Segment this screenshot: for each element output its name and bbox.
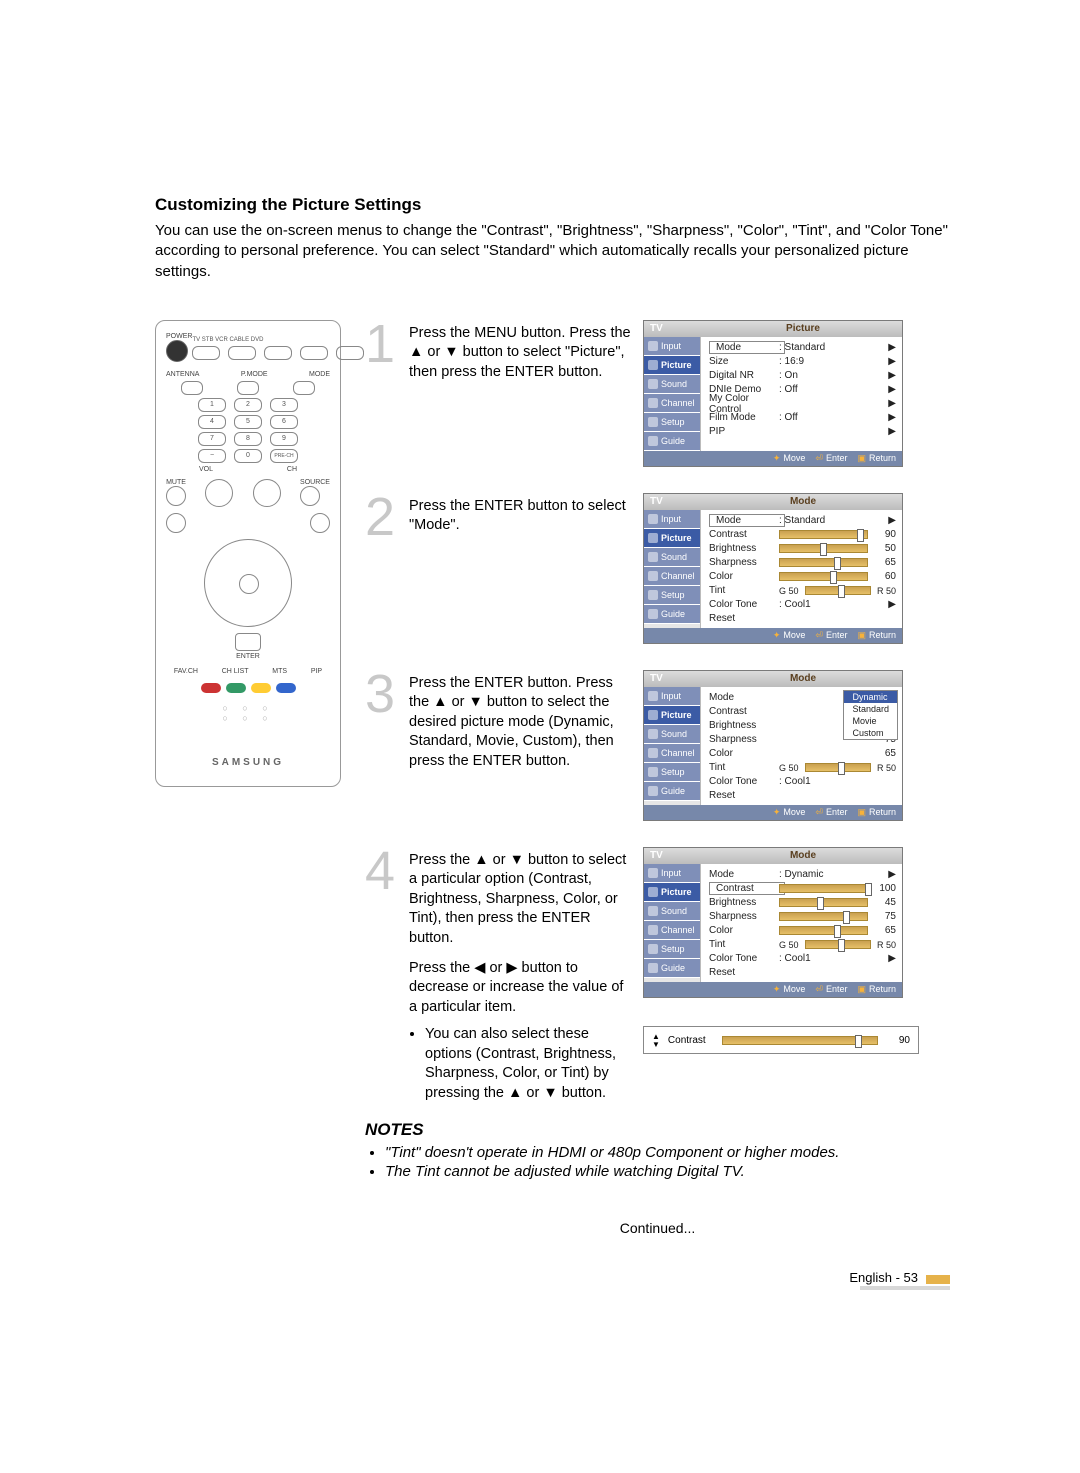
step-text: Press the ENTER button. Press the ▲ or ▼… xyxy=(409,670,633,772)
power-label: POWER xyxy=(166,333,192,340)
pip-label: PIP xyxy=(311,668,322,675)
foot-enter: Enter xyxy=(815,807,847,818)
antenna-button[interactable] xyxy=(181,381,203,395)
dash-button[interactable]: − xyxy=(198,449,226,463)
mts-label: MTS xyxy=(272,668,287,675)
device-labels: TV STB VCR CABLE DVD xyxy=(192,333,364,343)
antenna-label: ANTENNA xyxy=(166,371,199,378)
osd-mode-dropdown: TVMode InputPictureSoundChannelSetupGuid… xyxy=(643,670,903,821)
footer-bar xyxy=(860,1286,950,1290)
num-7[interactable]: 7 xyxy=(198,432,226,446)
foot-return: Return xyxy=(857,984,896,995)
color-buttons[interactable] xyxy=(166,683,330,693)
osd-title: Mode xyxy=(704,850,902,861)
step-bullet: You can also select these options (Contr… xyxy=(425,1025,633,1103)
dpad[interactable] xyxy=(204,539,292,627)
source-button[interactable] xyxy=(300,486,320,506)
prech-button[interactable]: PRE-CH xyxy=(270,449,298,463)
ch-label: CH xyxy=(287,466,297,473)
pmode-label: P.MODE xyxy=(241,371,268,378)
num-1[interactable]: 1 xyxy=(198,398,226,412)
foot-move: Move xyxy=(773,984,806,995)
osd-title: Picture xyxy=(704,323,902,334)
mode-button[interactable] xyxy=(293,381,315,395)
osd-nav: InputPictureSoundChannelSetupGuide xyxy=(644,864,701,982)
step-text: Press the ▲ or ▼ button to select a part… xyxy=(409,847,633,1104)
mode-label: MODE xyxy=(309,371,330,378)
favch-label: FAV.CH xyxy=(174,668,198,675)
device-button[interactable] xyxy=(264,346,292,360)
intro-text: You can use the on-screen menus to chang… xyxy=(155,221,950,282)
step-number: 2 xyxy=(365,493,399,542)
foot-enter: Enter xyxy=(815,984,847,995)
device-button[interactable] xyxy=(228,346,256,360)
osd-mode-menu: TVMode InputPictureSoundChannelSetupGuid… xyxy=(643,493,903,644)
foot-return: Return xyxy=(857,630,896,641)
step-text: Press the ENTER button to select "Mode". xyxy=(409,493,633,536)
remote-brand: SAMSUNG xyxy=(166,757,330,768)
note-item: "Tint" doesn't operate in HDMI or 480p C… xyxy=(385,1144,950,1161)
num-9[interactable]: 9 xyxy=(270,432,298,446)
osd-title: Mode xyxy=(704,673,902,684)
section-title: Customizing the Picture Settings xyxy=(155,195,950,215)
osd-nav: InputPictureSoundChannelSetupGuide xyxy=(644,510,701,628)
foot-return: Return xyxy=(857,453,896,464)
remote-control: POWER TV STB VCR CABLE DVD ANTENNA P.MOD… xyxy=(155,320,341,787)
osd-mode-adjust: TVMode InputPictureSoundChannelSetupGuid… xyxy=(643,847,903,998)
osd-title: Mode xyxy=(704,496,902,507)
notes-heading: NOTES xyxy=(365,1120,950,1140)
osd-picture-menu: TVPicture InputPictureSoundChannelSetupG… xyxy=(643,320,903,467)
device-button[interactable] xyxy=(192,346,220,360)
chlist-label: CH LIST xyxy=(222,668,249,675)
ch-rocker[interactable] xyxy=(253,479,281,507)
step-number: 4 xyxy=(365,847,399,896)
foot-move: Move xyxy=(773,807,806,818)
mute-label: MUTE xyxy=(166,479,186,486)
foot-move: Move xyxy=(773,630,806,641)
vol-label: VOL xyxy=(199,466,213,473)
device-button[interactable] xyxy=(300,346,328,360)
enter-button[interactable] xyxy=(235,633,261,651)
device-button[interactable] xyxy=(336,346,364,360)
contrast-label: Contrast xyxy=(668,1035,714,1046)
num-6[interactable]: 6 xyxy=(270,415,298,429)
up-down-arrows: ▲▼ xyxy=(652,1033,660,1049)
osd-nav: InputPictureSoundChannelSetupGuide xyxy=(644,337,701,451)
contrast-adjust-strip: ▲▼ Contrast 90 xyxy=(643,1026,919,1054)
contrast-slider[interactable] xyxy=(722,1036,878,1045)
osd-tv-label: TV xyxy=(644,850,704,861)
num-2[interactable]: 2 xyxy=(234,398,262,412)
foot-move: Move xyxy=(773,453,806,464)
source-label: SOURCE xyxy=(300,479,330,486)
foot-enter: Enter xyxy=(815,453,847,464)
info-button[interactable] xyxy=(310,513,330,533)
transport-dots: ○ ○ ○○ ○ ○ xyxy=(166,703,330,723)
step-number: 3 xyxy=(365,670,399,719)
step-text: Press the MENU button. Press the ▲ or ▼ … xyxy=(409,320,633,383)
osd-tv-label: TV xyxy=(644,673,704,684)
num-4[interactable]: 4 xyxy=(198,415,226,429)
mute-button[interactable] xyxy=(166,486,186,506)
note-item: The Tint cannot be adjusted while watchi… xyxy=(385,1163,950,1180)
continued-text: Continued... xyxy=(365,1220,950,1236)
osd-tv-label: TV xyxy=(644,323,704,334)
step-number: 1 xyxy=(365,320,399,369)
osd-tv-label: TV xyxy=(644,496,704,507)
osd-nav: InputPictureSoundChannelSetupGuide xyxy=(644,687,701,805)
page-footer: English - 53 xyxy=(849,1270,918,1285)
enter-label: ENTER xyxy=(166,653,330,660)
num-8[interactable]: 8 xyxy=(234,432,262,446)
foot-enter: Enter xyxy=(815,630,847,641)
num-0[interactable]: 0 xyxy=(234,449,262,463)
contrast-value: 90 xyxy=(886,1035,910,1046)
foot-return: Return xyxy=(857,807,896,818)
num-5[interactable]: 5 xyxy=(234,415,262,429)
num-3[interactable]: 3 xyxy=(270,398,298,412)
menu-button[interactable] xyxy=(166,513,186,533)
power-button[interactable] xyxy=(166,340,188,362)
footer-accent xyxy=(926,1275,950,1284)
vol-rocker[interactable] xyxy=(205,479,233,507)
pmode-button[interactable] xyxy=(237,381,259,395)
